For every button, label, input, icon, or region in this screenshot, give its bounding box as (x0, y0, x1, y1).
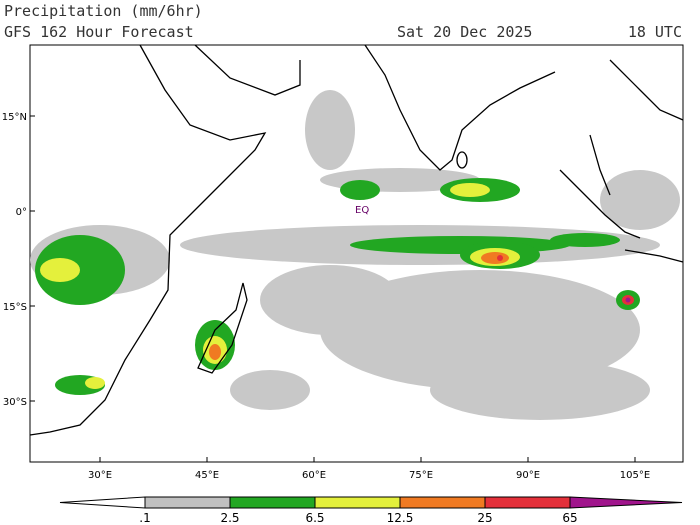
lon-label: 30°E (88, 470, 112, 481)
colorbar-label: 2.5 (220, 511, 239, 525)
lat-label: 15°S (3, 302, 27, 313)
lat-label: 15°N (2, 112, 27, 123)
colorbar-segment (59, 496, 146, 509)
colorbar-segment (314, 496, 401, 509)
lon-label: 105°E (620, 470, 650, 481)
equator-label: EQ (355, 205, 369, 216)
lon-label: 75°E (409, 470, 433, 481)
colorbar-label: 6.5 (305, 511, 324, 525)
colorbar-segment (399, 496, 486, 509)
colorbar-label: 65 (562, 511, 577, 525)
colorbar-segment (484, 496, 571, 509)
lon-label: 45°E (195, 470, 219, 481)
colorbar-label: 12.5 (387, 511, 414, 525)
time: 18 UTC (628, 23, 682, 41)
coastlines (29, 44, 684, 436)
lon-labels: 30°E 45°E 60°E 75°E 90°E 105°E (88, 457, 650, 481)
lon-label: 60°E (302, 470, 326, 481)
subtitle: GFS 162 Hour Forecast (4, 23, 194, 41)
colorbar-label: .1 (139, 511, 150, 525)
lat-label: 30°S (3, 397, 27, 408)
lon-label: 90°E (516, 470, 540, 481)
colorbar-segment (229, 496, 316, 509)
colorbar: .1 2.5 6.5 12.5 25 65 (59, 496, 683, 525)
date: Sat 20 Dec 2025 (397, 23, 532, 41)
colorbar-label: 25 (477, 511, 492, 525)
lat-labels: 15°N 0° 15°S 30°S (2, 112, 35, 408)
colorbar-segment (144, 496, 231, 509)
lat-label: 0° (16, 207, 27, 218)
map: EQ (29, 44, 684, 463)
title: Precipitation (mm/6hr) (4, 2, 203, 20)
precip-intense (209, 252, 634, 360)
colorbar-segment (569, 496, 683, 509)
